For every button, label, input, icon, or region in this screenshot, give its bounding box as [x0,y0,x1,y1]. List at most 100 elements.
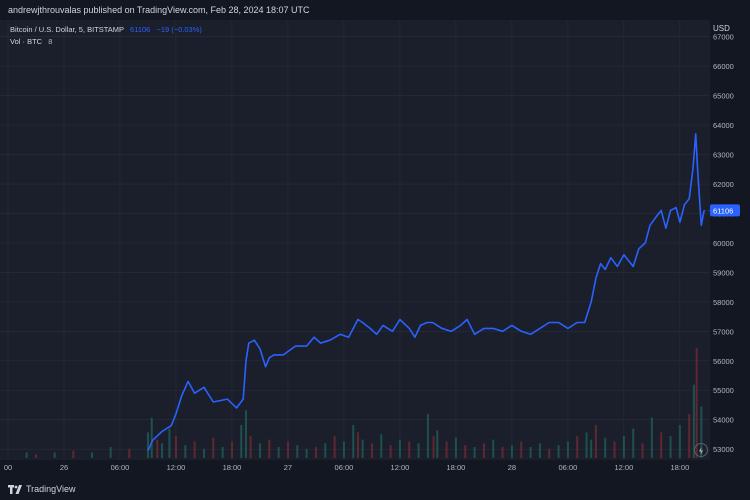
volume-bar [454,437,457,458]
volume-bar [590,439,593,458]
y-tick-label: 56000 [713,357,734,366]
volume-legend-row[interactable]: Vol · BTC 8 [10,36,202,48]
x-tick-label: 18:00 [670,463,689,472]
published-text: andrewjthrouvalas published on TradingVi… [8,5,310,15]
chart-pane[interactable] [0,20,710,460]
volume-bar [594,425,597,458]
x-tick-label: 00 [4,463,12,472]
x-tick-label: 12:00 [167,463,186,472]
volume-bar [305,448,308,458]
y-tick-label: 62000 [713,180,734,189]
volume-bar [692,384,695,458]
volume-bar [25,452,28,458]
last-price-tag [710,204,740,217]
volume-bar [566,441,569,458]
volume-bar [501,447,504,458]
x-tick-label: 06:00 [111,463,130,472]
y-tick-label: 63000 [713,151,734,160]
volume-bar [432,436,435,458]
x-tick-label: 27 [284,463,292,472]
tradingview-logo-icon [8,484,22,494]
footer-bar [0,476,750,500]
publish-header: andrewjthrouvalas published on TradingVi… [0,0,750,20]
volume-bar [417,443,420,458]
price-line [147,133,705,451]
volume-bar [660,432,663,458]
volume-bar [622,436,625,458]
volume-bar [314,447,317,458]
x-tick-label: 18:00 [447,463,466,472]
volume-bar [249,436,252,458]
volume-bar [529,447,532,458]
symbol-name[interactable]: Bitcoin / U.S. Dollar, 5, BITSTAMP [10,25,124,34]
volume-bar [333,436,336,458]
symbol-legend-row[interactable]: Bitcoin / U.S. Dollar, 5, BITSTAMP 61106… [10,24,202,36]
volume-bar [520,441,523,458]
volume-bar [408,441,411,458]
volume-bar [174,436,177,458]
volume-bar [389,445,392,458]
y-tick-label: 54000 [713,416,734,425]
volume-bar [510,445,513,458]
currency-label[interactable]: USD [713,24,730,33]
volume-bar [380,434,383,458]
y-tick-label: 64000 [713,121,734,130]
volume-bar [324,443,327,458]
volume-bar [342,441,345,458]
volume-bar [160,443,163,458]
volume-bar [436,430,439,458]
volume-bar [492,439,495,458]
volume-bar [678,425,681,458]
volume-bar [632,428,635,458]
last-price-tag-label: 61106 [713,206,733,215]
y-tick-label: 59000 [713,268,734,277]
y-tick-label: 65000 [713,92,734,101]
volume-bar [613,441,616,458]
volume-bar [604,437,607,458]
volume-bar [221,447,224,458]
volume-bar [109,447,112,458]
x-tick-label: 28 [508,463,516,472]
volume-bar [296,445,299,458]
volume-bar [557,445,560,458]
lightning-icon[interactable] [694,443,708,457]
volume-bar [352,425,355,458]
volume-bar [202,448,205,458]
volume-bar [538,443,541,458]
price-change-value: −19 (−0.03%) [156,25,202,34]
volume-bar [184,445,187,458]
volume-bar [398,439,401,458]
volume-bar [286,441,289,458]
volume-label: Vol · BTC [10,37,43,46]
volume-bar [72,450,75,458]
volume-bar [548,448,551,458]
chart-legend: Bitcoin / U.S. Dollar, 5, BITSTAMP 61106… [10,24,202,48]
volume-bar [258,443,261,458]
volume-bar [356,432,359,458]
volume-bar [150,417,153,458]
y-tick-label: 55000 [713,386,734,395]
tradingview-brand[interactable]: TradingView [8,484,76,494]
volume-bar [482,443,485,458]
volume-bar [277,447,280,458]
y-tick-label: 53000 [713,445,734,454]
volume-bar [361,439,364,458]
volume-bar [464,445,467,458]
volume-bar [473,447,476,458]
volume-bar [268,439,271,458]
volume-bar [688,414,691,458]
x-tick-label: 12:00 [614,463,633,472]
volume-bar [90,452,93,458]
volume-bar [445,441,448,458]
volume-bar [193,441,196,458]
brand-name: TradingView [26,484,76,494]
x-tick-label: 12:00 [391,463,410,472]
y-tick-label: 60000 [713,239,734,248]
lightning-glyph [699,447,703,455]
volume-bar [370,443,373,458]
y-tick-label: 66000 [713,62,734,71]
volume-bar [34,454,37,458]
volume-bar [700,406,703,458]
volume-bar [146,432,149,458]
